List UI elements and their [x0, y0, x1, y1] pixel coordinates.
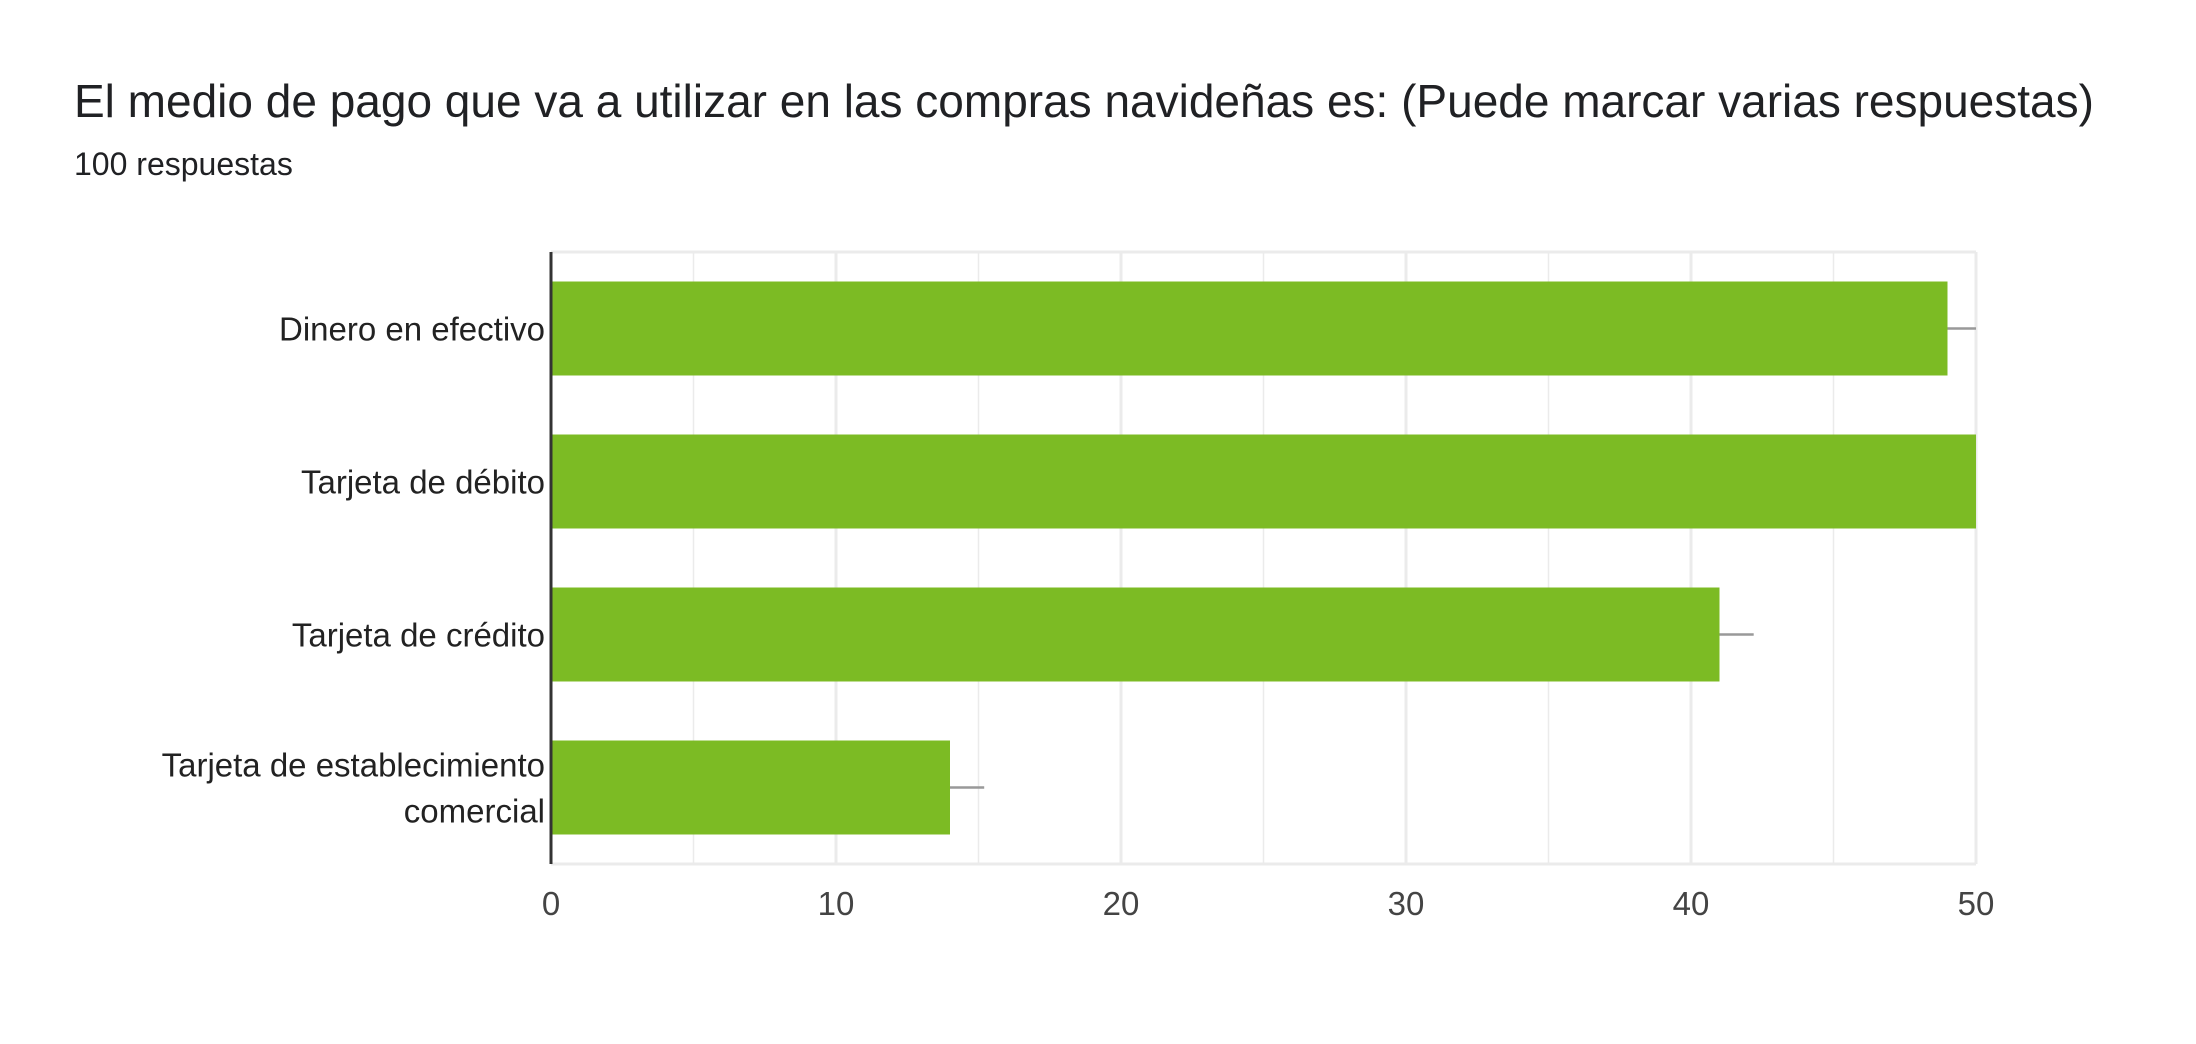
chart-subtitle: 100 respuestas [74, 146, 293, 182]
bar [551, 740, 950, 835]
x-tick-label: 30 [1388, 885, 1425, 922]
category-label-line: Tarjeta de débito [301, 464, 545, 501]
category-label: Tarjeta de crédito [292, 617, 545, 654]
category-label-line: Dinero en efectivo [279, 311, 545, 348]
category-label: Dinero en efectivo [279, 311, 545, 348]
bars [551, 281, 1976, 835]
x-tick-label: 10 [818, 885, 855, 922]
category-labels: Dinero en efectivo Tarjeta de débito Tarje… [162, 311, 545, 830]
x-tick-label: 40 [1673, 885, 1710, 922]
category-label: Tarjeta de establecimiento comercial [162, 747, 545, 830]
bar [551, 434, 1976, 529]
chart-title: El medio de pago que va a utilizar en la… [74, 75, 2094, 127]
x-tick-label: 20 [1103, 885, 1140, 922]
bar [551, 587, 1720, 682]
bar [551, 281, 1948, 376]
category-label-line: Tarjeta de establecimiento [162, 747, 545, 784]
error-bars [950, 327, 1976, 789]
x-tick-labels: 0 10 20 30 40 50 [542, 885, 1995, 922]
category-label-line: Tarjeta de crédito [292, 617, 545, 654]
x-tick-label: 50 [1958, 885, 1995, 922]
x-tick-label: 0 [542, 885, 560, 922]
category-label: Tarjeta de débito [301, 464, 545, 501]
category-label-line: comercial [404, 793, 545, 830]
